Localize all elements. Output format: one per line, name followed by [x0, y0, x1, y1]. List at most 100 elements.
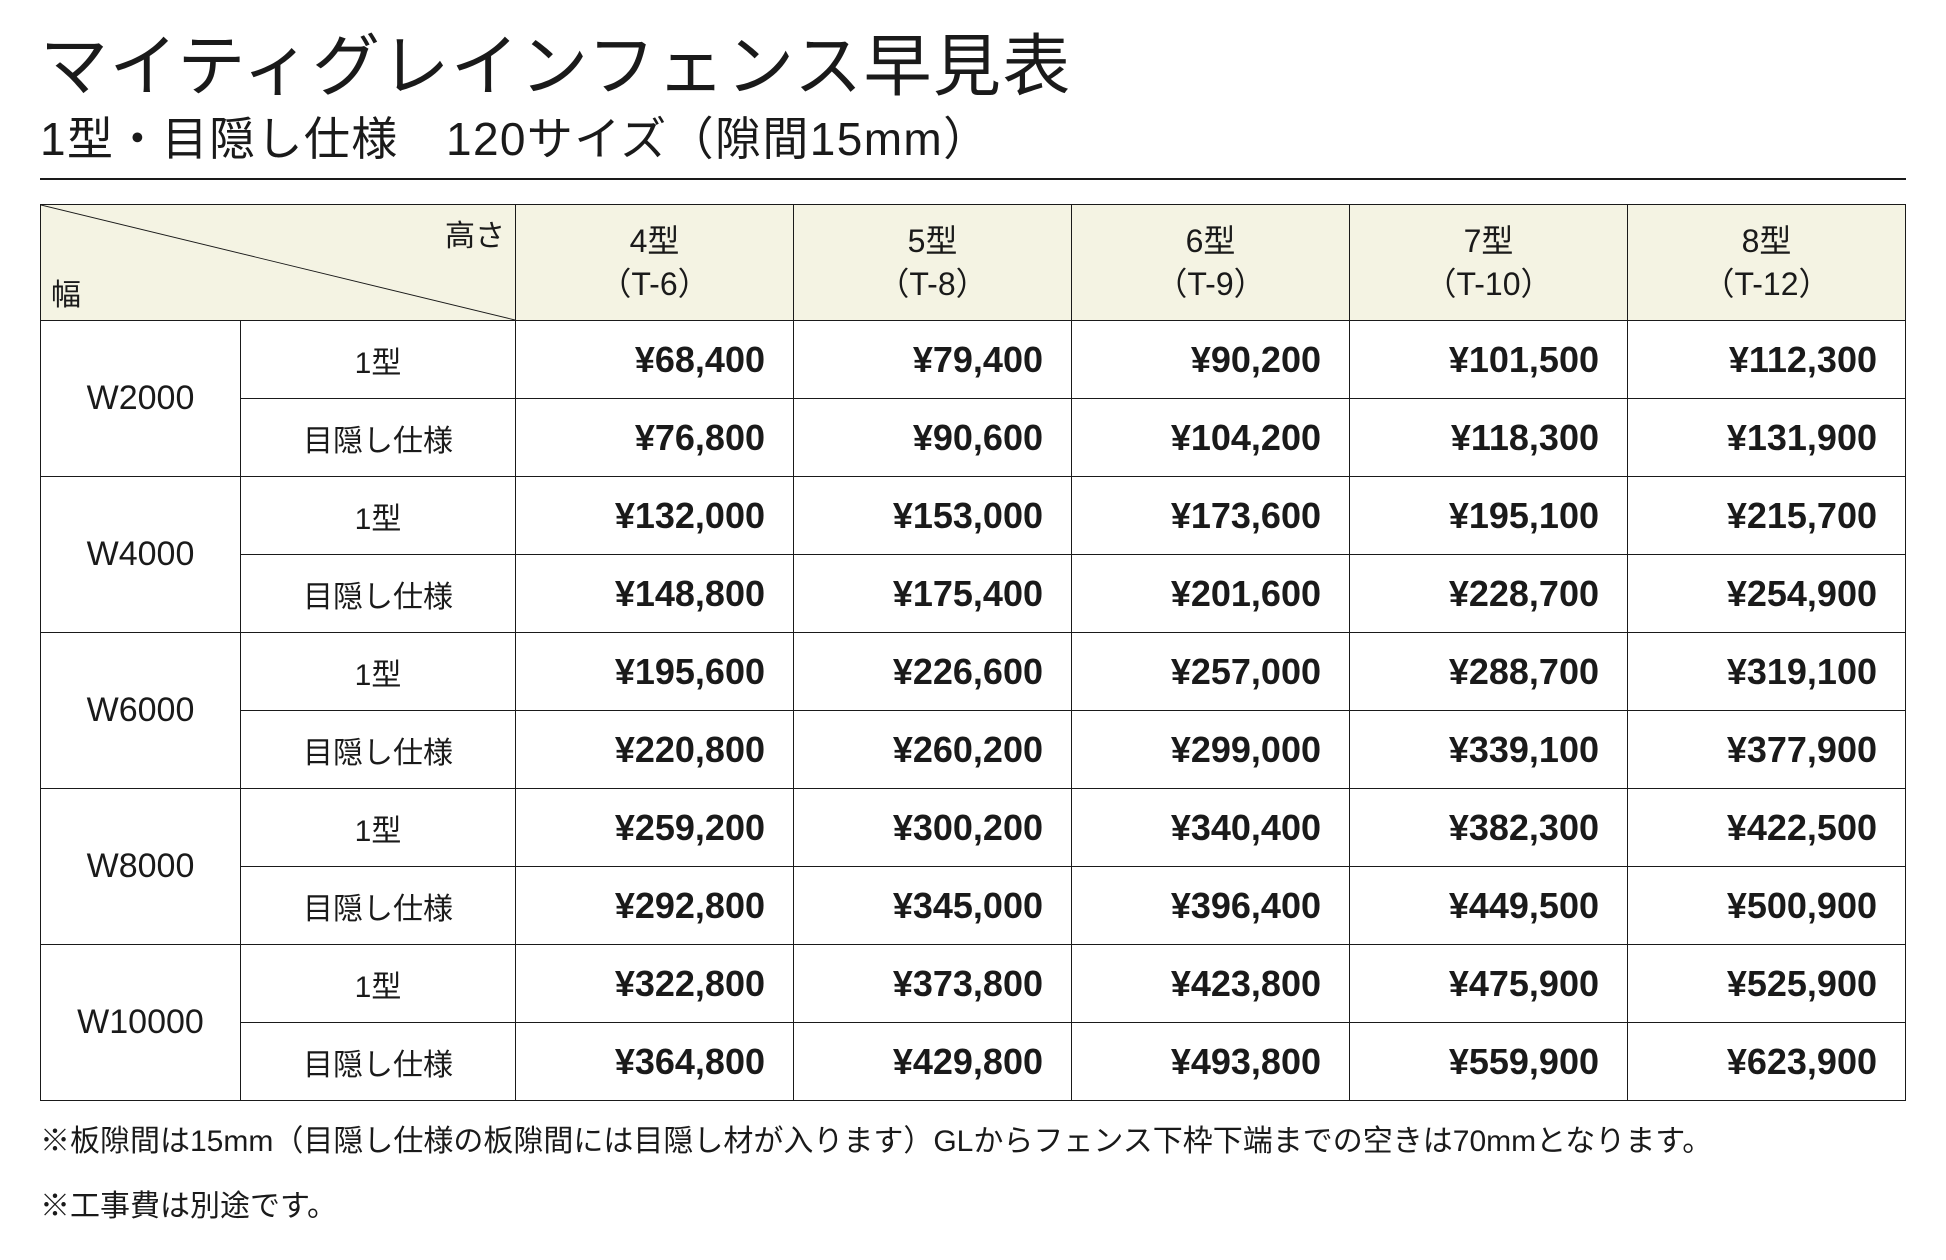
price-cell: ¥396,400 — [1072, 867, 1350, 945]
column-header: 4型 （T-6） — [516, 205, 794, 321]
variant-label: 目隠し仕様 — [241, 399, 516, 477]
variant-label: 目隠し仕様 — [241, 1023, 516, 1101]
price-cell: ¥76,800 — [516, 399, 794, 477]
variant-label: 1型 — [241, 321, 516, 399]
price-cell: ¥429,800 — [794, 1023, 1072, 1101]
price-cell: ¥90,600 — [794, 399, 1072, 477]
price-cell: ¥525,900 — [1628, 945, 1906, 1023]
price-cell: ¥79,400 — [794, 321, 1072, 399]
table-row: W80001型¥259,200¥300,200¥340,400¥382,300¥… — [41, 789, 1906, 867]
table-row: 目隠し仕様¥220,800¥260,200¥299,000¥339,100¥37… — [41, 711, 1906, 789]
corner-top-label: 高さ — [445, 211, 505, 255]
corner-cell: 高さ 幅 — [41, 205, 516, 321]
price-cell: ¥423,800 — [1072, 945, 1350, 1023]
price-cell: ¥259,200 — [516, 789, 794, 867]
column-header-line1: 8型 — [1742, 223, 1792, 259]
price-cell: ¥175,400 — [794, 555, 1072, 633]
price-cell: ¥300,200 — [794, 789, 1072, 867]
width-label: W8000 — [41, 789, 241, 945]
table-row: W100001型¥322,800¥373,800¥423,800¥475,900… — [41, 945, 1906, 1023]
price-cell: ¥382,300 — [1350, 789, 1628, 867]
column-header-line2: （T-12） — [1702, 266, 1830, 302]
price-cell: ¥288,700 — [1350, 633, 1628, 711]
table-row: W60001型¥195,600¥226,600¥257,000¥288,700¥… — [41, 633, 1906, 711]
width-label: W4000 — [41, 477, 241, 633]
price-cell: ¥340,400 — [1072, 789, 1350, 867]
price-cell: ¥449,500 — [1350, 867, 1628, 945]
width-label: W2000 — [41, 321, 241, 477]
price-cell: ¥299,000 — [1072, 711, 1350, 789]
price-cell: ¥131,900 — [1628, 399, 1906, 477]
footnote: ※工事費は別途です。 — [40, 1184, 1906, 1231]
price-cell: ¥90,200 — [1072, 321, 1350, 399]
table-row: 目隠し仕様¥76,800¥90,600¥104,200¥118,300¥131,… — [41, 399, 1906, 477]
column-header-line1: 6型 — [1186, 223, 1236, 259]
price-cell: ¥422,500 — [1628, 789, 1906, 867]
price-cell: ¥322,800 — [516, 945, 794, 1023]
price-cell: ¥292,800 — [516, 867, 794, 945]
column-header: 8型 （T-12） — [1628, 205, 1906, 321]
price-cell: ¥260,200 — [794, 711, 1072, 789]
price-cell: ¥228,700 — [1350, 555, 1628, 633]
variant-label: 目隠し仕様 — [241, 867, 516, 945]
width-label: W10000 — [41, 945, 241, 1101]
column-header-line2: （T-6） — [599, 266, 709, 302]
price-cell: ¥112,300 — [1628, 321, 1906, 399]
footnote: ※板隙間は15mm（目隠し仕様の板隙間には目隠し材が入ります）GLからフェンス下… — [40, 1119, 1906, 1166]
variant-label: 1型 — [241, 633, 516, 711]
price-cell: ¥153,000 — [794, 477, 1072, 555]
variant-label: 1型 — [241, 477, 516, 555]
corner-diagonal — [41, 205, 515, 320]
price-cell: ¥493,800 — [1072, 1023, 1350, 1101]
price-cell: ¥148,800 — [516, 555, 794, 633]
table-row: 目隠し仕様¥292,800¥345,000¥396,400¥449,500¥50… — [41, 867, 1906, 945]
price-cell: ¥319,100 — [1628, 633, 1906, 711]
price-cell: ¥339,100 — [1350, 711, 1628, 789]
price-cell: ¥68,400 — [516, 321, 794, 399]
price-cell: ¥254,900 — [1628, 555, 1906, 633]
table-row: W20001型¥68,400¥79,400¥90,200¥101,500¥112… — [41, 321, 1906, 399]
price-cell: ¥132,000 — [516, 477, 794, 555]
price-cell: ¥559,900 — [1350, 1023, 1628, 1101]
price-cell: ¥201,600 — [1072, 555, 1350, 633]
column-header-line1: 4型 — [630, 223, 680, 259]
price-cell: ¥475,900 — [1350, 945, 1628, 1023]
price-cell: ¥195,600 — [516, 633, 794, 711]
column-header: 7型 （T-10） — [1350, 205, 1628, 321]
price-cell: ¥104,200 — [1072, 399, 1350, 477]
price-cell: ¥195,100 — [1350, 477, 1628, 555]
price-cell: ¥623,900 — [1628, 1023, 1906, 1101]
price-cell: ¥345,000 — [794, 867, 1072, 945]
variant-label: 1型 — [241, 945, 516, 1023]
column-header: 5型 （T-8） — [794, 205, 1072, 321]
variant-label: 目隠し仕様 — [241, 711, 516, 789]
price-table: 高さ 幅 4型 （T-6） 5型 （T-8） 6型 （T-9） 7型 （T-10… — [40, 204, 1906, 1101]
price-cell: ¥377,900 — [1628, 711, 1906, 789]
page-subtitle: 1型・目隠し仕様 120サイズ（隙間15mm） — [40, 111, 1906, 169]
column-header: 6型 （T-9） — [1072, 205, 1350, 321]
price-cell: ¥500,900 — [1628, 867, 1906, 945]
price-cell: ¥220,800 — [516, 711, 794, 789]
page-title: マイティグレインフェンス早見表 — [40, 30, 1906, 105]
price-cell: ¥373,800 — [794, 945, 1072, 1023]
column-header-line2: （T-8） — [877, 266, 987, 302]
variant-label: 1型 — [241, 789, 516, 867]
table-row: W40001型¥132,000¥153,000¥173,600¥195,100¥… — [41, 477, 1906, 555]
width-label: W6000 — [41, 633, 241, 789]
price-cell: ¥173,600 — [1072, 477, 1350, 555]
price-cell: ¥101,500 — [1350, 321, 1628, 399]
corner-bottom-label: 幅 — [51, 270, 81, 314]
column-header-line1: 5型 — [908, 223, 958, 259]
table-row: 目隠し仕様¥364,800¥429,800¥493,800¥559,900¥62… — [41, 1023, 1906, 1101]
price-cell: ¥364,800 — [516, 1023, 794, 1101]
table-row: 目隠し仕様¥148,800¥175,400¥201,600¥228,700¥25… — [41, 555, 1906, 633]
column-header-line1: 7型 — [1464, 223, 1514, 259]
variant-label: 目隠し仕様 — [241, 555, 516, 633]
price-cell: ¥215,700 — [1628, 477, 1906, 555]
price-cell: ¥257,000 — [1072, 633, 1350, 711]
title-rule — [40, 178, 1906, 180]
price-cell: ¥226,600 — [794, 633, 1072, 711]
column-header-line2: （T-10） — [1424, 266, 1552, 302]
column-header-line2: （T-9） — [1155, 266, 1265, 302]
price-cell: ¥118,300 — [1350, 399, 1628, 477]
